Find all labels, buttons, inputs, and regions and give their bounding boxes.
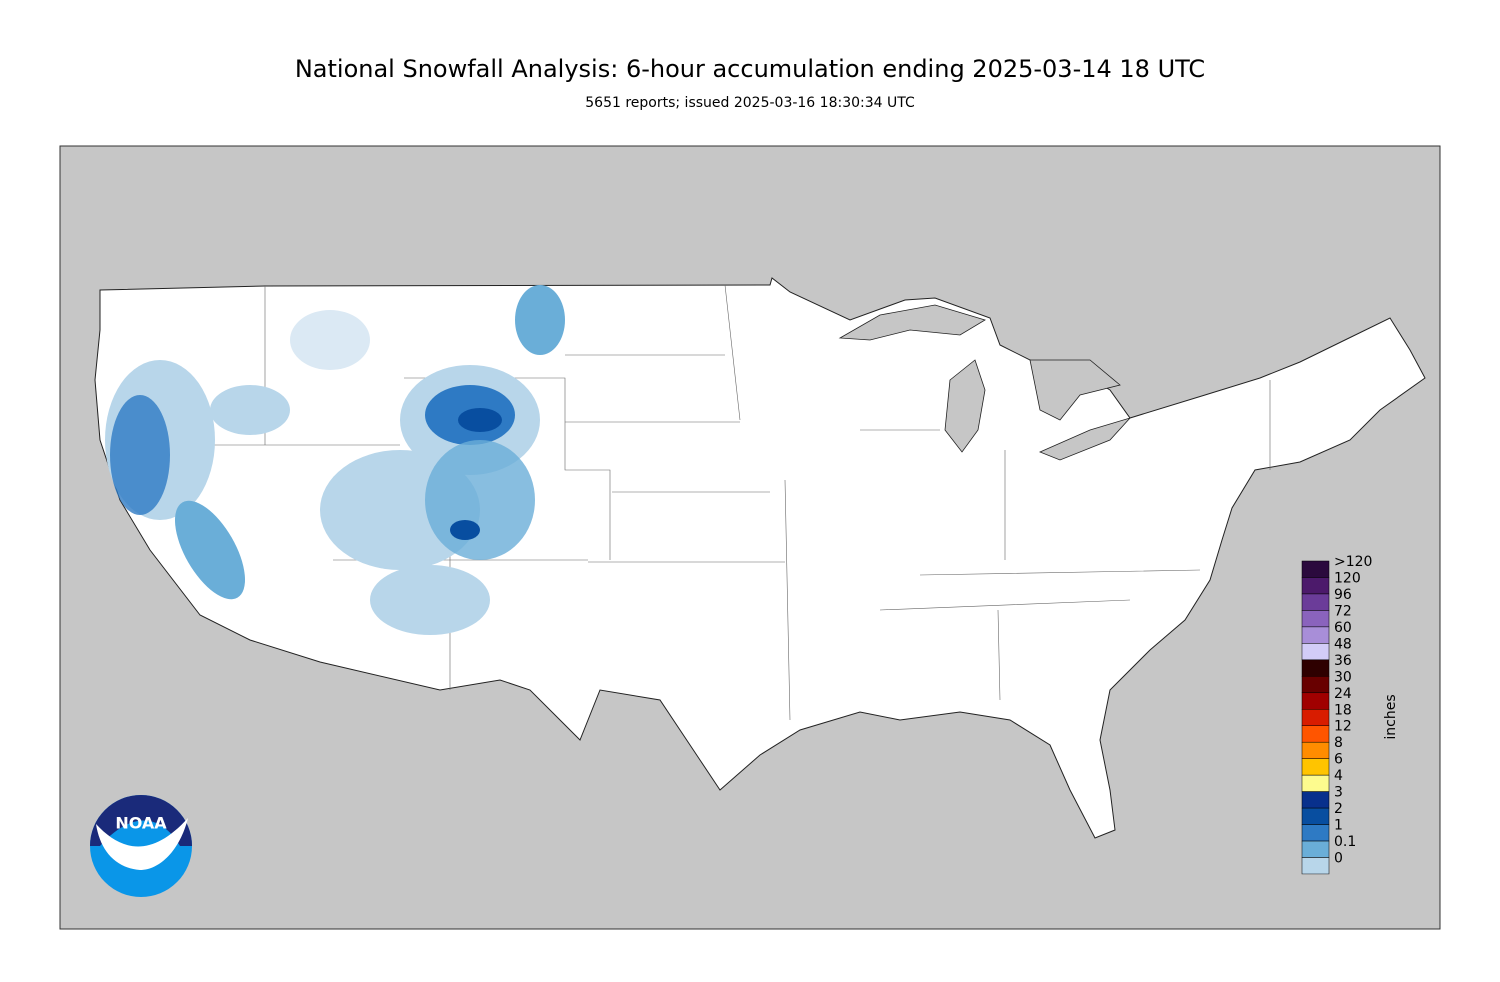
legend-swatch bbox=[1302, 676, 1329, 692]
legend-swatch bbox=[1302, 709, 1329, 725]
legend-swatch bbox=[1302, 792, 1329, 808]
legend-label: 3 bbox=[1334, 785, 1343, 801]
legend-label: 18 bbox=[1334, 702, 1352, 718]
legend-label: 120 bbox=[1334, 570, 1361, 586]
legend-swatch bbox=[1302, 643, 1329, 659]
legend-swatch bbox=[1302, 775, 1329, 791]
legend-label: >120 bbox=[1334, 554, 1372, 570]
legend-label: 48 bbox=[1334, 636, 1352, 652]
legend-unit: inches bbox=[1383, 694, 1399, 739]
legend-label: 24 bbox=[1334, 686, 1352, 702]
legend-swatch bbox=[1302, 610, 1329, 626]
legend-label: 30 bbox=[1334, 669, 1352, 685]
legend-label: 96 bbox=[1334, 587, 1352, 603]
legend-label: 1 bbox=[1334, 818, 1343, 834]
subtitle: 5651 reports; issued 2025-03-16 18:30:34… bbox=[585, 95, 915, 111]
legend-label: 0 bbox=[1334, 851, 1343, 867]
legend-swatch bbox=[1302, 577, 1329, 593]
legend-label: 72 bbox=[1334, 603, 1352, 619]
legend-swatch bbox=[1302, 594, 1329, 610]
map bbox=[60, 146, 1440, 929]
legend-swatch bbox=[1302, 660, 1329, 676]
legend-label: 8 bbox=[1334, 735, 1343, 751]
legend-swatch bbox=[1302, 858, 1329, 874]
legend-label: 60 bbox=[1334, 620, 1352, 636]
legend-label: 4 bbox=[1334, 768, 1343, 784]
legend-swatch bbox=[1302, 726, 1329, 742]
legend-swatch bbox=[1302, 561, 1329, 577]
legend-swatch bbox=[1302, 693, 1329, 709]
legend-swatch bbox=[1302, 742, 1329, 758]
logo-text: NOAA bbox=[115, 814, 167, 833]
legend-label: 6 bbox=[1334, 752, 1343, 768]
legend-label: 0.1 bbox=[1334, 834, 1356, 850]
legend-label: 12 bbox=[1334, 719, 1352, 735]
legend-swatch bbox=[1302, 808, 1329, 824]
legend-label: 2 bbox=[1334, 801, 1343, 817]
legend-swatch bbox=[1302, 841, 1329, 857]
legend-label: 36 bbox=[1334, 653, 1352, 669]
noaa-logo: NOAA bbox=[90, 795, 192, 897]
legend-swatch bbox=[1302, 759, 1329, 775]
legend-swatch bbox=[1302, 627, 1329, 643]
title: National Snowfall Analysis: 6-hour accum… bbox=[295, 55, 1205, 83]
legend-swatch bbox=[1302, 825, 1329, 841]
